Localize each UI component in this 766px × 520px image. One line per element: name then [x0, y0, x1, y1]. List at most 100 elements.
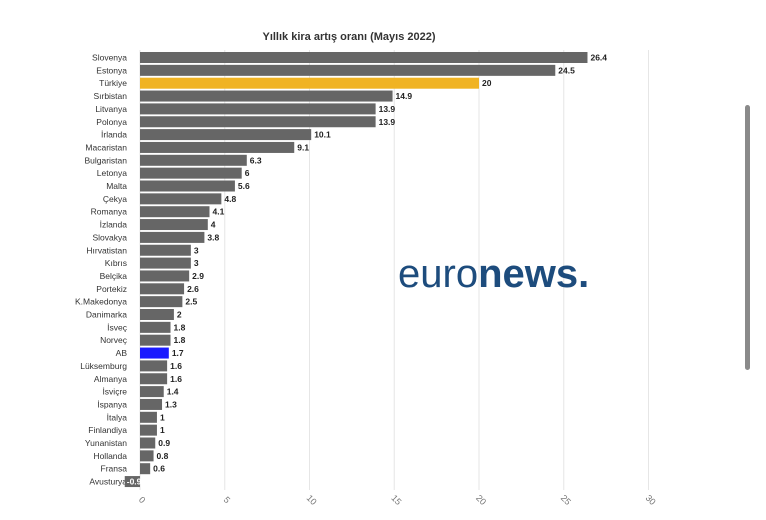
bar[interactable]: [140, 154, 247, 166]
bar[interactable]: [140, 386, 164, 398]
bar[interactable]: [140, 411, 157, 423]
value-label: 10.1: [314, 130, 331, 140]
x-axis-ticks: 0 5 10 15 20 25 30: [137, 493, 658, 507]
category-label: Yunanistan: [85, 438, 127, 448]
logo-dot: .: [578, 252, 589, 296]
value-label: 26.4: [590, 53, 607, 63]
category-label: Litvanya: [95, 104, 127, 114]
svg-text:euronews.: euronews.: [398, 252, 589, 296]
bar[interactable]: [140, 219, 208, 231]
category-label: Sırbistan: [93, 91, 127, 101]
value-label: 3: [194, 245, 199, 255]
category-label: Çekya: [103, 194, 127, 204]
bar[interactable]: [140, 437, 156, 449]
category-label: İtalya: [107, 412, 128, 422]
category-label: Bulgaristan: [84, 155, 127, 165]
bar[interactable]: [140, 206, 210, 218]
bar[interactable]: [124, 476, 140, 488]
value-label: 1.3: [165, 399, 177, 409]
value-label: 1.7: [172, 348, 184, 358]
value-label: 2.6: [187, 284, 199, 294]
category-label: Danimarka: [86, 310, 127, 320]
bar[interactable]: [140, 103, 376, 115]
value-label: 0.9: [158, 438, 170, 448]
value-label: 1.4: [167, 387, 179, 397]
category-label: Avusturya: [89, 477, 127, 487]
value-label: 1.8: [174, 322, 186, 332]
category-label: Letonya: [97, 168, 128, 178]
value-label: 2.9: [192, 271, 204, 281]
value-label: 1: [160, 425, 165, 435]
value-label: 13.9: [379, 104, 396, 114]
bar[interactable]: [140, 129, 312, 141]
bar[interactable]: [140, 193, 222, 205]
bar[interactable]: [140, 296, 183, 308]
category-label: Lüksemburg: [80, 361, 127, 371]
chart-title: Yıllık kira artış oranı (Mayıs 2022): [262, 31, 435, 43]
category-label: Slovakya: [93, 232, 128, 242]
value-label: 24.5: [558, 65, 575, 75]
value-label: -0.9: [127, 477, 142, 487]
bar[interactable]: [140, 321, 171, 333]
value-label: 1.6: [170, 361, 182, 371]
bar[interactable]: [140, 270, 190, 282]
bar[interactable]: [140, 373, 168, 385]
value-label: 20: [482, 78, 492, 88]
bar[interactable]: [140, 360, 168, 372]
value-label: 13.9: [379, 117, 396, 127]
bar[interactable]: [140, 180, 235, 192]
value-label: 1.8: [174, 335, 186, 345]
category-label: İsviçre: [102, 387, 127, 397]
bar[interactable]: [140, 347, 169, 359]
value-label: 2.5: [185, 297, 197, 307]
category-label: Polonya: [96, 117, 127, 127]
bar[interactable]: [140, 141, 295, 153]
logo-part-news: news: [478, 252, 578, 296]
bar[interactable]: [140, 231, 205, 243]
category-label: Kıbrıs: [105, 258, 127, 268]
vertical-scrollbar[interactable]: [745, 105, 750, 370]
category-label: İsveç: [107, 322, 128, 332]
x-tick-label: 20: [474, 493, 488, 507]
category-label: Slovenya: [92, 53, 127, 63]
x-tick-label: 15: [389, 493, 403, 507]
value-label: 2: [177, 310, 182, 320]
x-tick-label: 5: [222, 495, 233, 506]
euronews-logo: euronews.: [398, 252, 589, 296]
bar[interactable]: [140, 334, 171, 346]
category-label: İrlanda: [101, 130, 127, 140]
category-label: K.Makedonya: [75, 297, 127, 307]
bar[interactable]: [140, 64, 556, 76]
x-tick-label: 10: [305, 493, 319, 507]
value-label: 1.6: [170, 374, 182, 384]
category-label: Finlandiya: [88, 425, 127, 435]
bar[interactable]: [140, 424, 157, 436]
value-label: 0.8: [157, 451, 169, 461]
category-label: Fransa: [101, 464, 128, 474]
bar[interactable]: [140, 450, 154, 462]
bar[interactable]: [140, 463, 151, 475]
bar[interactable]: [140, 309, 174, 320]
bar[interactable]: [140, 257, 191, 269]
bar[interactable]: [140, 244, 191, 256]
category-label: Malta: [106, 181, 127, 191]
bar[interactable]: [140, 116, 376, 128]
value-label: 0.6: [153, 464, 165, 474]
category-label: AB: [116, 348, 128, 358]
bar[interactable]: [140, 77, 479, 89]
bar[interactable]: [140, 52, 588, 63]
bar[interactable]: [140, 283, 185, 295]
bar[interactable]: [140, 167, 242, 179]
value-label: 3: [194, 258, 199, 268]
bar[interactable]: [140, 398, 163, 410]
logo-part-euro: euro: [398, 252, 478, 296]
value-label: 9.1: [297, 142, 309, 152]
category-label: Hollanda: [93, 451, 127, 461]
category-label: Hırvatistan: [86, 245, 127, 255]
value-label: 4: [211, 220, 216, 230]
bar[interactable]: [140, 90, 393, 102]
x-tick-label: 0: [137, 495, 148, 506]
